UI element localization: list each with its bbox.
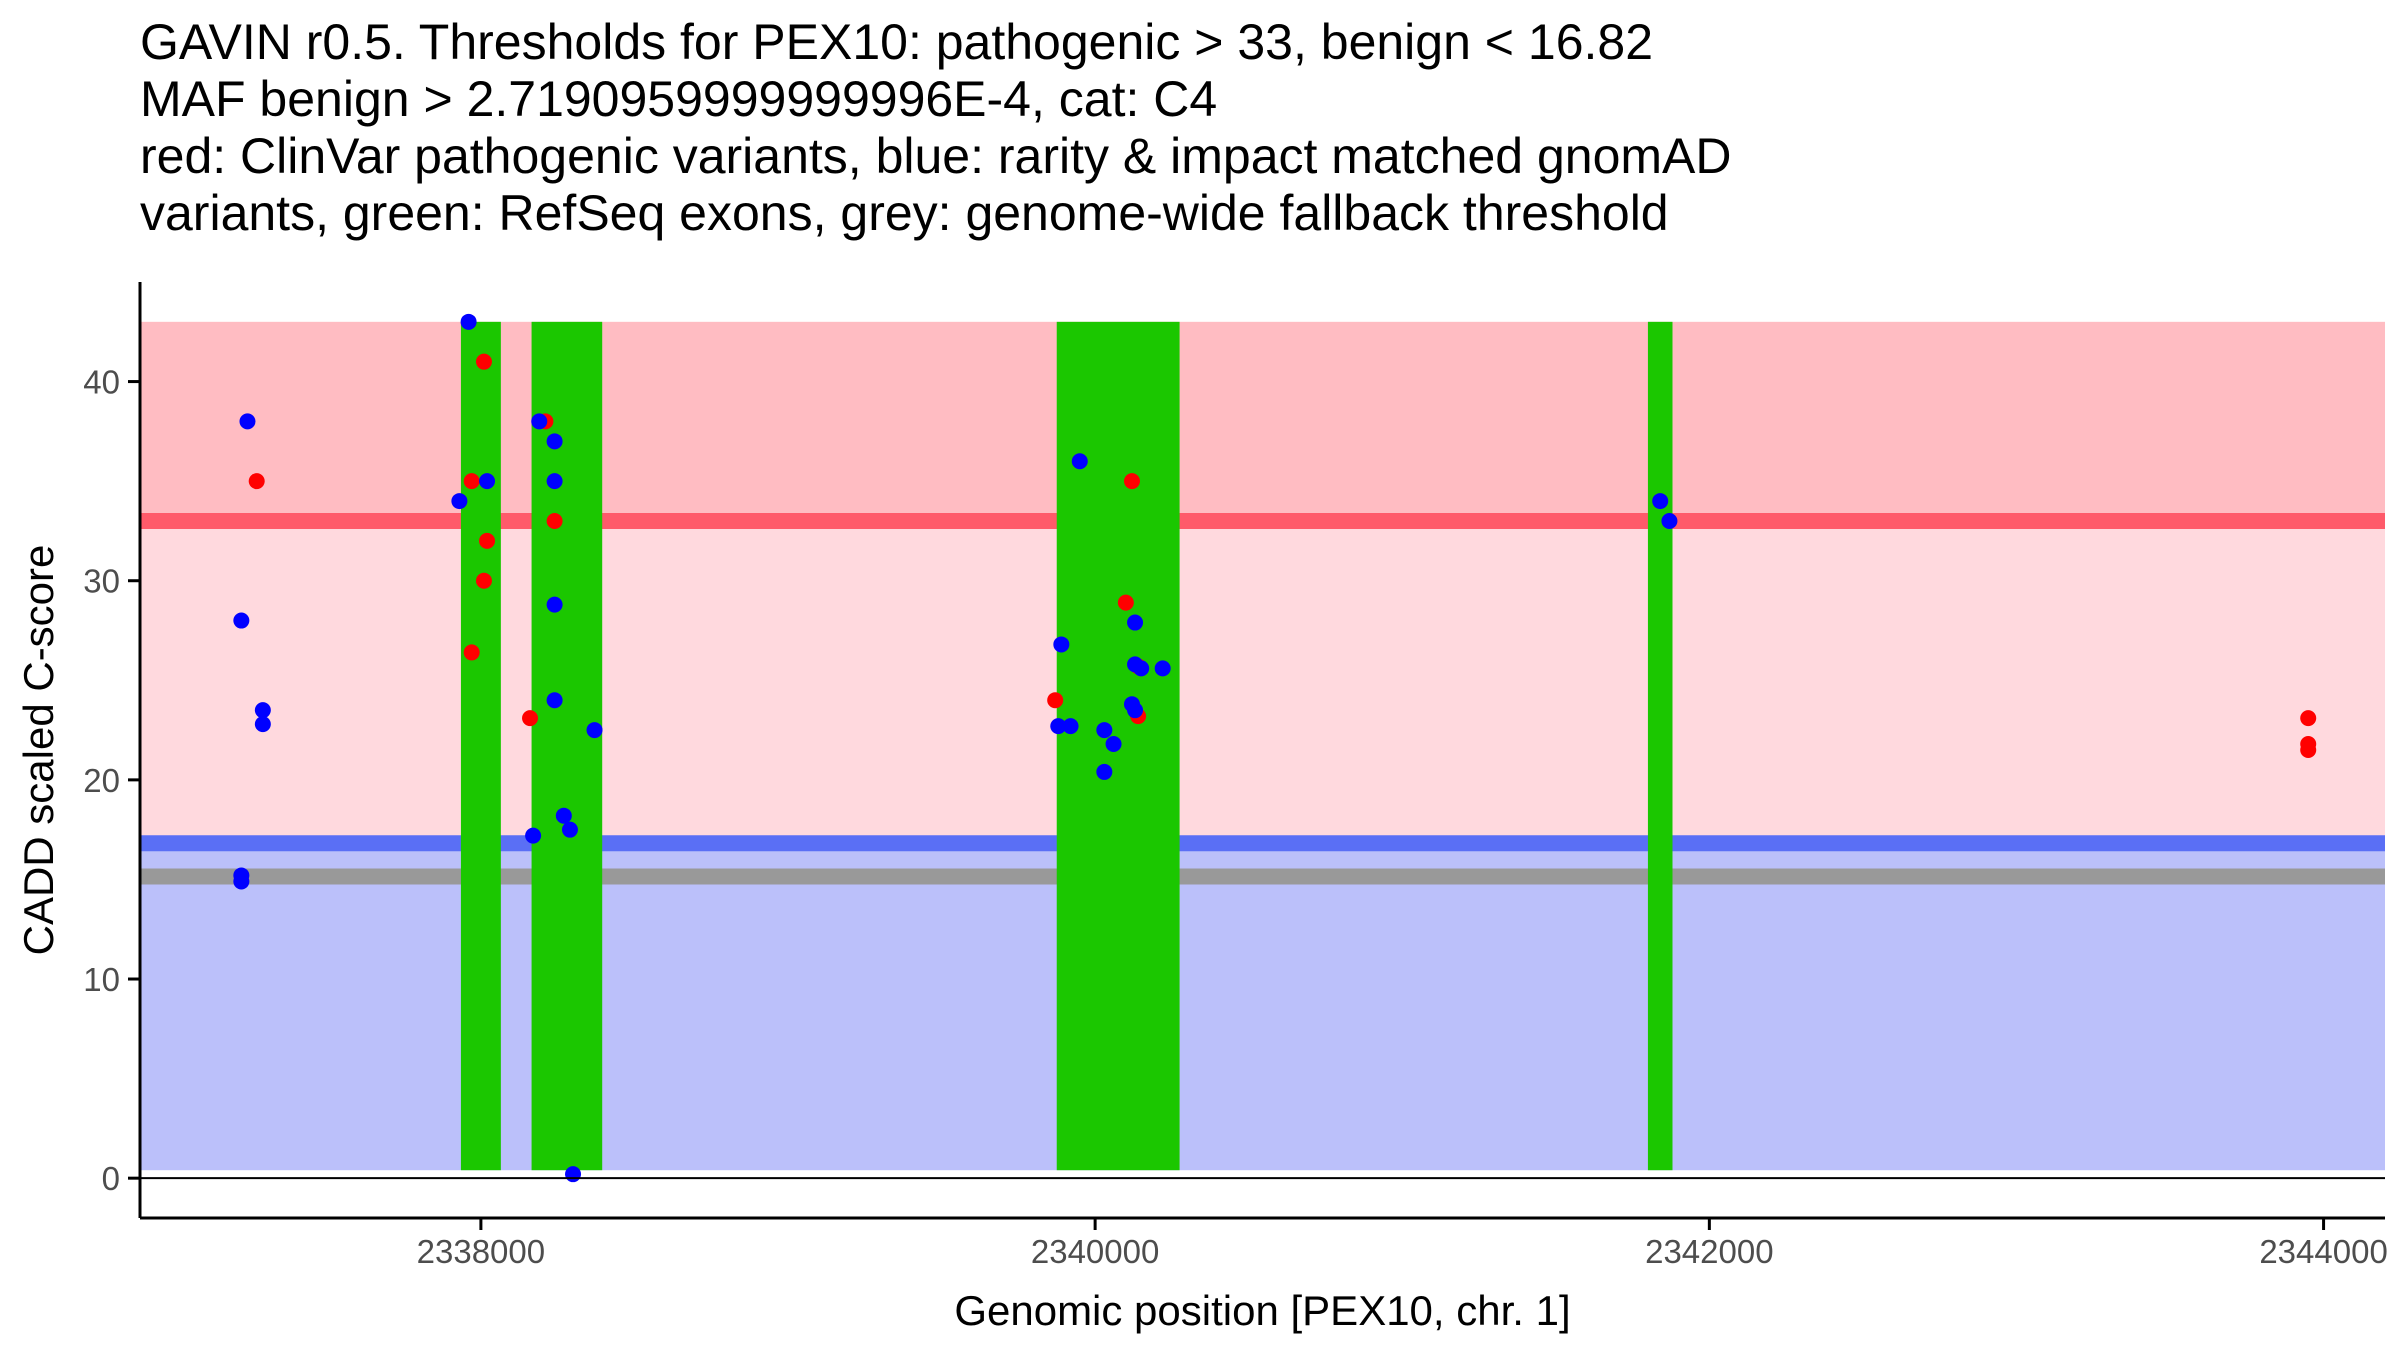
axes: [138, 282, 2385, 1220]
gnomad-point: [233, 612, 250, 629]
gnomad-point: [451, 493, 468, 510]
y-tick-label: 30: [83, 563, 120, 600]
exon-bar: [1647, 321, 1673, 1171]
gnomad-point: [1096, 763, 1113, 780]
gnomad-point: [586, 722, 603, 739]
benign-zone: [140, 843, 2385, 1171]
y-tick-label: 20: [83, 762, 120, 799]
clinvar-point: [479, 532, 496, 549]
exon-bar: [460, 321, 501, 1171]
title-line-2: MAF benign > 2.7190959999999996E-4, cat:…: [140, 71, 1218, 127]
y-tick-label: 10: [83, 961, 120, 998]
clinvar-point: [1117, 594, 1134, 611]
title-line-1: GAVIN r0.5. Thresholds for PEX10: pathog…: [140, 14, 1654, 70]
gnomad-point: [254, 716, 271, 733]
x-tick-label: 2340000: [1031, 1233, 1159, 1270]
clinvar-point: [2300, 742, 2317, 758]
gnomad-point: [531, 413, 548, 430]
gnomad-point: [1133, 660, 1150, 677]
gnomad-point: [1071, 453, 1088, 470]
clinvar-point: [546, 512, 563, 529]
y-axis-label: CADD scaled C-score: [15, 545, 62, 956]
gnomad-point: [233, 873, 250, 890]
uncertain-zone: [140, 520, 2385, 844]
gnomad-point: [546, 473, 563, 490]
y-tick-label: 40: [83, 364, 120, 401]
title-line-3: red: ClinVar pathogenic variants, blue: …: [140, 128, 1732, 184]
gnomad-point: [1127, 702, 1144, 719]
gnomad-point: [525, 827, 542, 844]
clinvar-point: [1047, 692, 1064, 709]
y-tick-label: 0: [102, 1160, 120, 1197]
exon-bar: [531, 321, 603, 1171]
y-ticks: 0 10 20 30 40: [83, 364, 140, 1197]
clinvar-point: [2300, 710, 2317, 727]
gnomad-point: [546, 433, 563, 450]
gnomad-point: [1652, 493, 1669, 510]
gnomad-point: [1062, 718, 1079, 735]
gnomad-point: [1096, 722, 1113, 739]
x-axis-label: Genomic position [PEX10, chr. 1]: [954, 1287, 1570, 1334]
x-tick-label: 2344000: [2259, 1233, 2387, 1270]
clinvar-point: [463, 473, 480, 490]
clinvar-point: [463, 644, 480, 661]
gnomad-point: [1053, 636, 1070, 653]
gnomad-point: [555, 807, 572, 824]
pathogenic-zone: [140, 321, 2385, 521]
clinvar-point: [475, 572, 492, 589]
x-ticks: 2338000 2340000 2342000 2344000: [417, 1218, 2388, 1270]
gnomad-point: [239, 413, 256, 430]
clinvar-point: [475, 353, 492, 370]
x-tick-label: 2338000: [417, 1233, 545, 1270]
gnomad-point: [565, 1166, 582, 1183]
gnomad-point: [1661, 512, 1678, 529]
clinvar-point: [522, 710, 539, 727]
gnomad-point: [1050, 718, 1067, 735]
clinvar-point: [248, 473, 265, 490]
x-tick-label: 2342000: [1645, 1233, 1773, 1270]
clinvar-point: [1123, 473, 1140, 490]
gnomad-point: [546, 692, 563, 709]
threshold-lines: [140, 512, 2385, 885]
gnomad-point: [460, 313, 477, 330]
gnomad-point: [254, 702, 271, 719]
gnomad-point: [1105, 736, 1122, 753]
variant-points: [233, 313, 2317, 1183]
gnomad-point: [546, 596, 563, 613]
gnomad-point: [479, 473, 496, 490]
chart-title: GAVIN r0.5. Thresholds for PEX10: pathog…: [140, 14, 2380, 242]
threshold-bands: [140, 321, 2385, 1171]
title-line-4: variants, green: RefSeq exons, grey: gen…: [140, 185, 1669, 241]
gnomad-point: [1154, 660, 1171, 677]
gnomad-point: [561, 821, 578, 838]
gnomad-point: [1127, 614, 1144, 631]
